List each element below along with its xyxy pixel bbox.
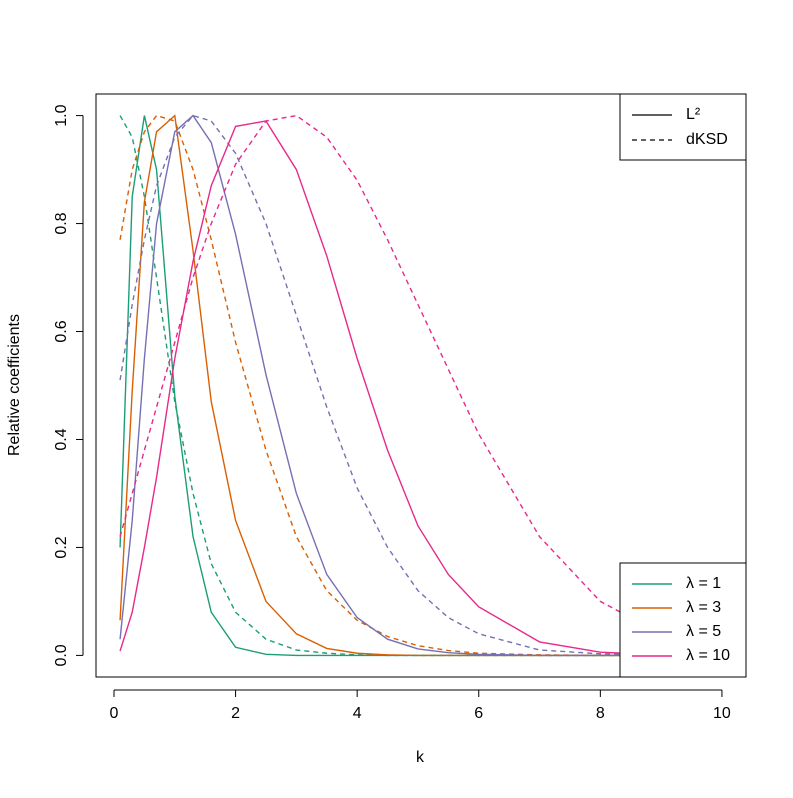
legend-box (619, 562, 747, 678)
y-tick-label: 0.0 (53, 644, 70, 666)
legend-label: λ = 1 (686, 575, 721, 592)
x-tick-label: 0 (110, 705, 119, 722)
dksd-line (119, 114, 722, 657)
legend-label: λ = 10 (686, 647, 730, 664)
l2-line (119, 114, 722, 657)
plot-box (95, 93, 747, 678)
y-tick-label: 0.4 (53, 428, 70, 450)
x-axis-label: k (416, 749, 425, 766)
x-tick-label: 2 (231, 705, 240, 722)
linetype-legend: L² dKSD (619, 93, 747, 161)
dksd-line (119, 114, 723, 649)
legend-label: dKSD (686, 131, 728, 148)
x-tick-label: 10 (713, 705, 731, 722)
x-tick-label: 4 (353, 705, 362, 722)
legend-label: λ = 5 (686, 623, 721, 640)
legend-label: L² (686, 106, 701, 123)
y-tick-label: 0.6 (53, 320, 70, 342)
x-tick-label: 8 (596, 705, 605, 722)
legend-box (619, 93, 747, 161)
x-tick-label: 6 (474, 705, 483, 722)
y-tick-label: 0.2 (53, 536, 70, 558)
series-legend: λ = 1 λ = 3 λ = 5 λ = 10 (619, 562, 747, 678)
y-axis-label: Relative coefficients (6, 314, 23, 456)
y-tick-label: 1.0 (53, 104, 70, 126)
legend-label: λ = 3 (686, 599, 721, 616)
y-tick-label: 0.8 (53, 212, 70, 234)
l2-line (119, 120, 722, 657)
